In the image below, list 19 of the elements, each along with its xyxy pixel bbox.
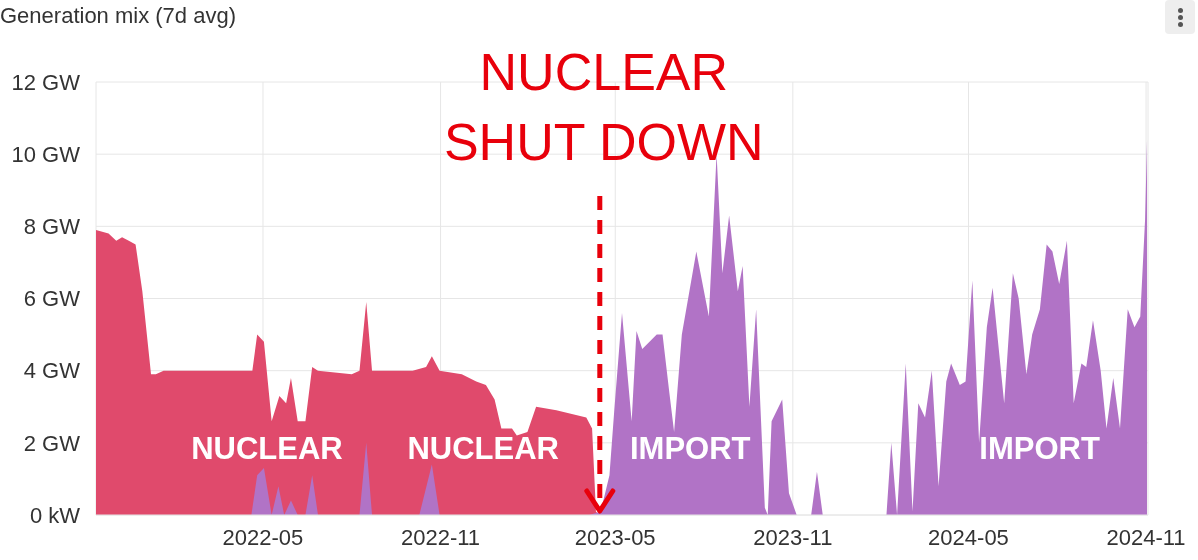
x-tick-label: 2023-05 bbox=[574, 524, 656, 550]
y-tick-label: 12 GW bbox=[11, 69, 81, 95]
y-tick-label: 8 GW bbox=[23, 214, 81, 240]
ref-line-label: NUCLEAR SHUT DOWN bbox=[443, 43, 764, 171]
y-tick-label: 4 GW bbox=[23, 358, 81, 384]
x-tick-label: 2022-11 bbox=[401, 524, 481, 550]
x-tick-label: 2024-05 bbox=[928, 524, 1009, 550]
y-tick-label: 10 GW bbox=[11, 141, 81, 167]
x-tick-label: 2023-11 bbox=[753, 524, 833, 550]
chart-title: Generation mix (7d avg) bbox=[0, 3, 236, 29]
x-tick-label: 2024-11 bbox=[1106, 524, 1186, 550]
x-tick-label: 2022-05 bbox=[222, 524, 304, 550]
text: IMPORT bbox=[629, 430, 751, 466]
series-label: NUCLEAR bbox=[407, 430, 559, 466]
y-tick-label: 2 GW bbox=[23, 430, 81, 456]
y-tick-label: 6 GW bbox=[23, 286, 81, 312]
y-tick-label: 0 kW bbox=[29, 502, 81, 528]
series-label: IMPORT bbox=[979, 430, 1100, 466]
text: NUCLEAR bbox=[191, 430, 343, 466]
